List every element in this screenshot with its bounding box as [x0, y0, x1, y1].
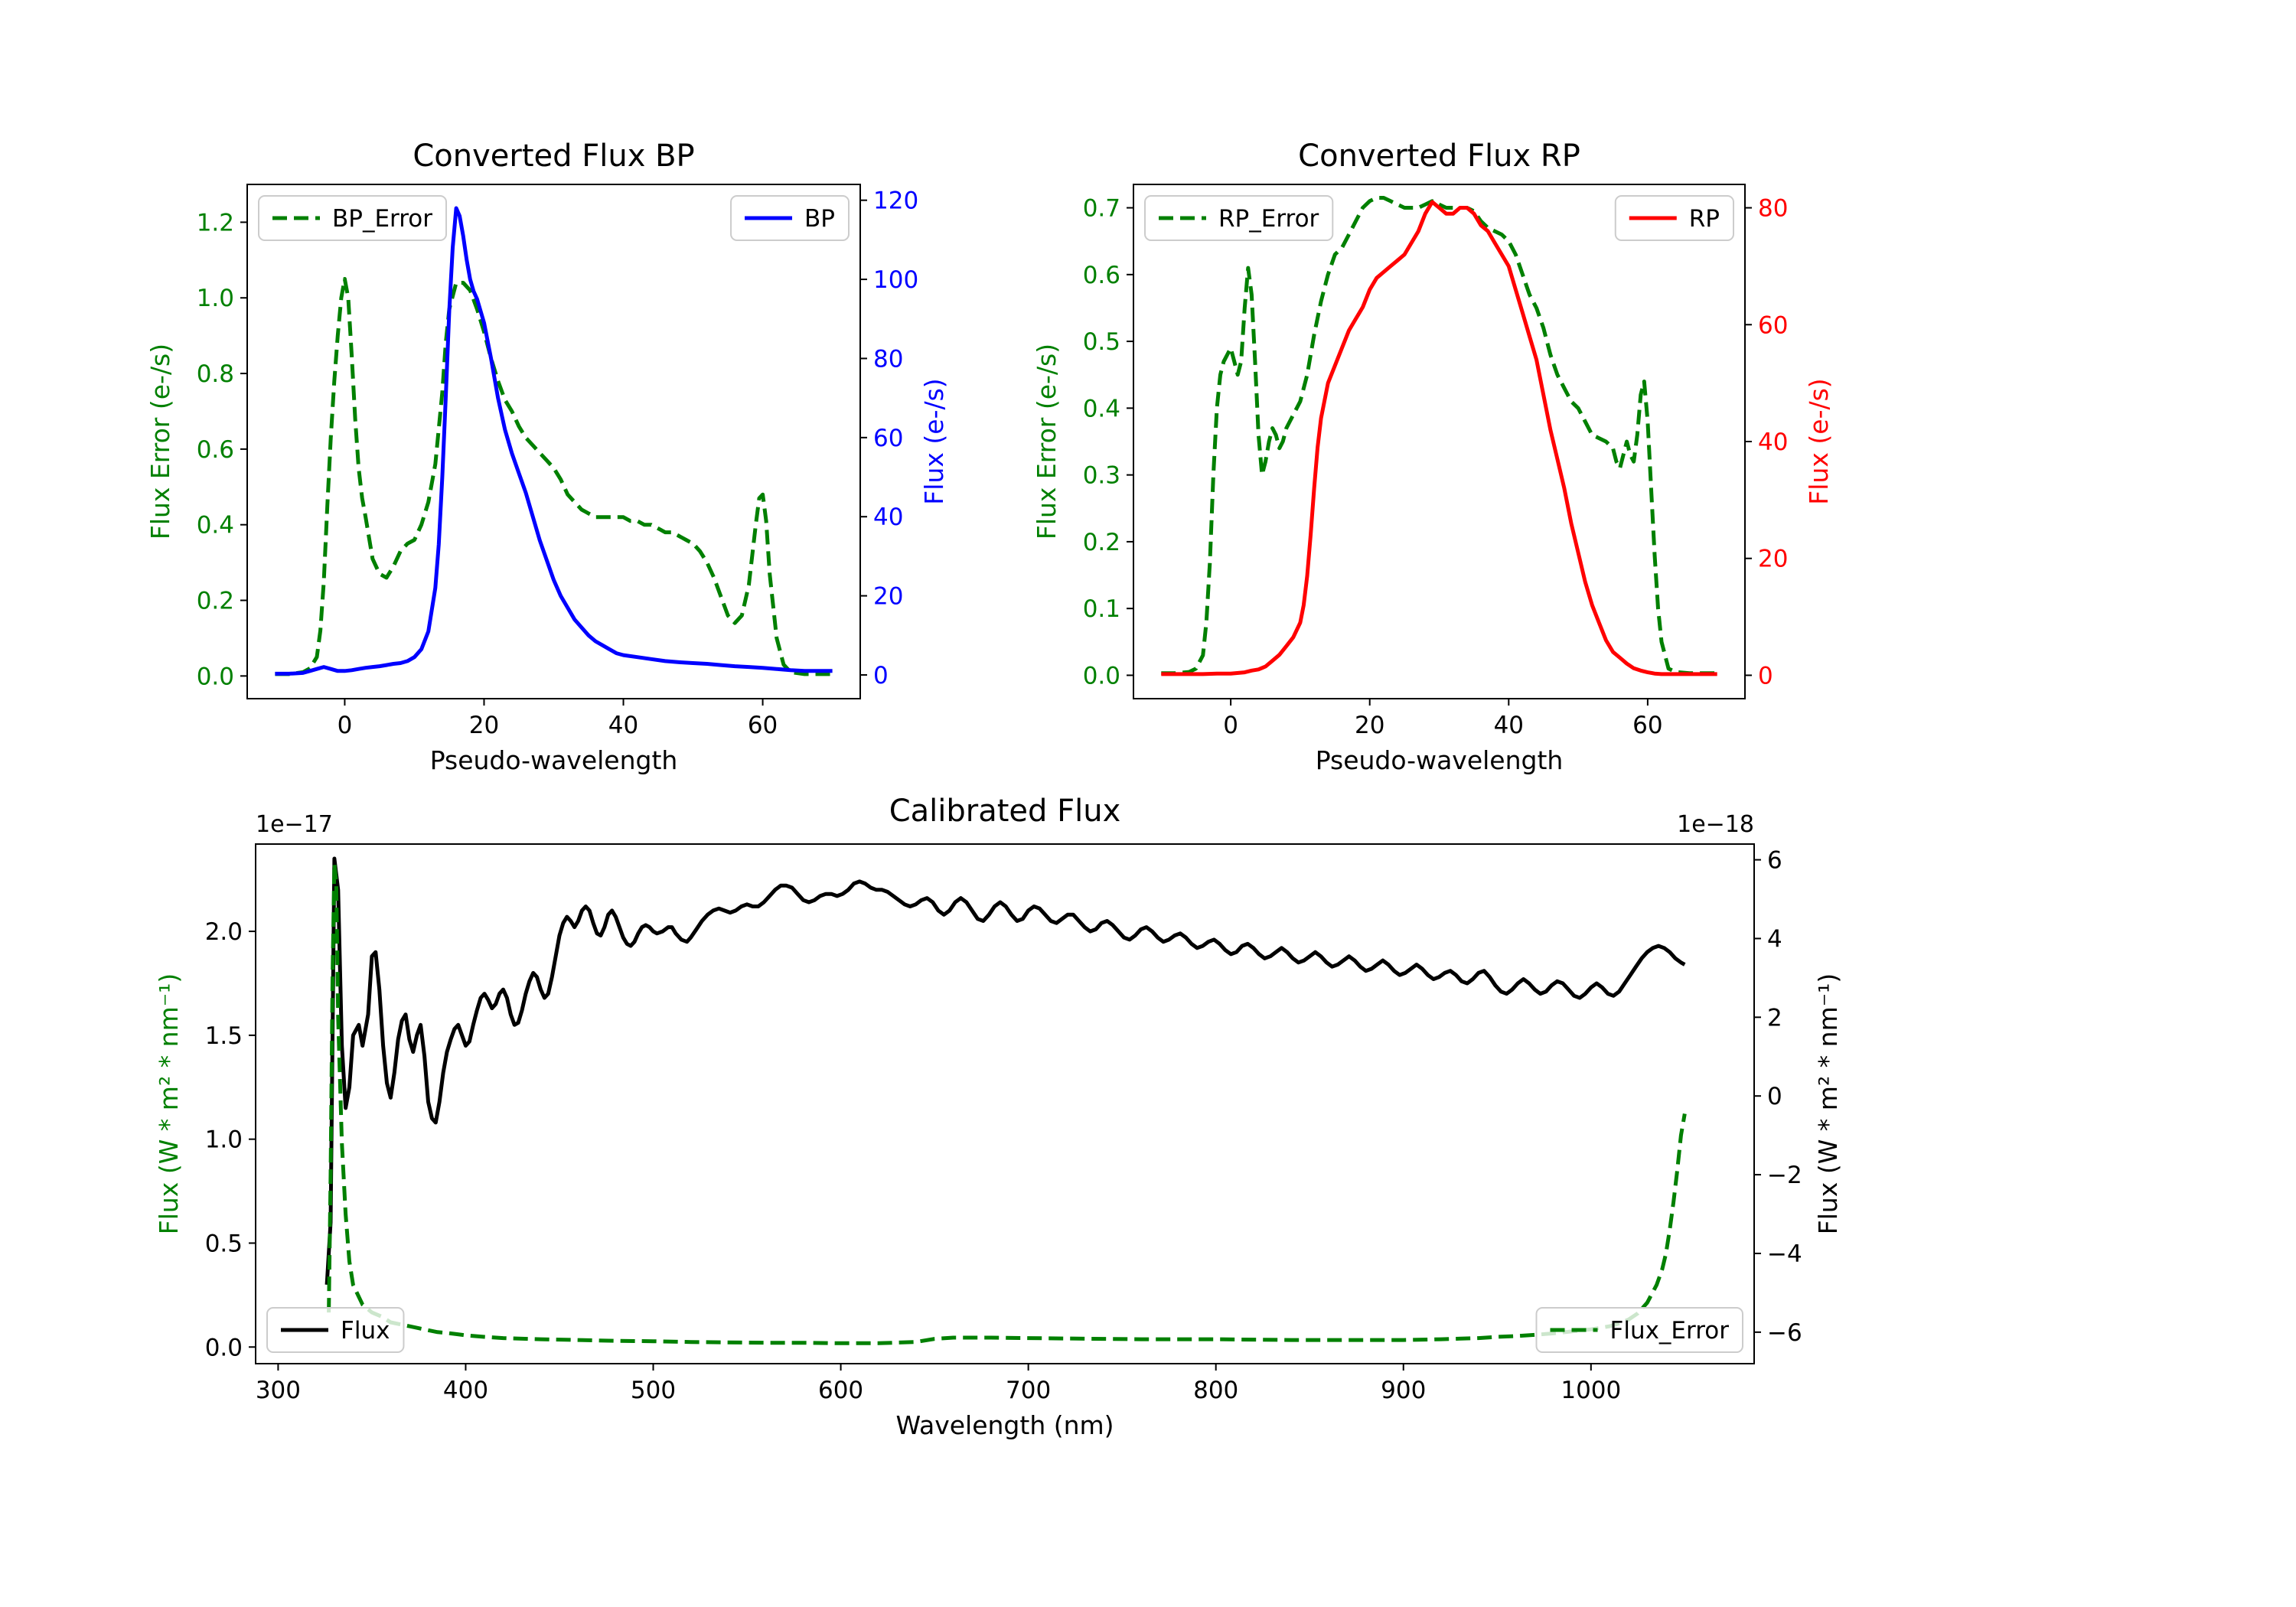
legend-label: BP_Error — [332, 205, 432, 233]
y-tick-label: 0 — [1767, 1083, 1782, 1110]
legend-label: RP — [1689, 205, 1720, 233]
x-tick-label: 0 — [1223, 712, 1238, 739]
y-tick-label: 0.4 — [1083, 395, 1120, 422]
chart-cal: Calibrated Flux 300 400 500 600 700 800 900 1000… — [154, 794, 1843, 1440]
x-tick-label: 60 — [1632, 712, 1662, 739]
x-tick-label: 40 — [608, 712, 638, 739]
y-axis-label-left-rp: Flux Error (e-/s) — [1032, 344, 1062, 539]
y-tick-label: 1.2 — [197, 209, 234, 236]
y-tick-label: 0.2 — [197, 588, 234, 615]
legend-box — [266, 1307, 405, 1353]
y-tick-label: −6 — [1767, 1319, 1802, 1347]
x-tick-label: 40 — [1494, 712, 1524, 739]
y-tick-label: 1.0 — [197, 285, 234, 312]
y-tick-label: 0.7 — [1083, 195, 1120, 223]
y-tick-label: 2 — [1767, 1004, 1782, 1032]
legend-box — [258, 195, 448, 241]
y-tick-label: 60 — [873, 425, 903, 452]
y-tick-label: 0.0 — [1083, 662, 1120, 689]
x-tick-label: 300 — [256, 1377, 301, 1404]
series-flux_error — [327, 862, 1687, 1345]
legend-rp: RP — [1614, 195, 1734, 241]
x-tick-label: 900 — [1381, 1377, 1426, 1404]
legend-box — [1144, 195, 1334, 241]
y-tick-label: 0.0 — [197, 663, 234, 690]
y-tick-label: 80 — [1758, 195, 1788, 223]
title-cal: Calibrated Flux — [889, 794, 1121, 829]
axes-frame-rp — [1133, 184, 1746, 699]
legend-label: Flux_Error — [1610, 1317, 1730, 1345]
title-rp: Converted Flux RP — [1298, 139, 1580, 174]
y-tick-label: 0.0 — [205, 1334, 243, 1361]
y-tick-label: 40 — [873, 504, 903, 531]
x-tick-label: 700 — [1006, 1377, 1051, 1404]
chart-rp: Converted Flux RP 0 20 40 60 Pseudo-wavelengt… — [1032, 139, 1834, 775]
series-rp_error — [1161, 196, 1717, 676]
legend-label: BP — [804, 205, 835, 233]
y-tick-label: 0.1 — [1083, 595, 1120, 623]
y-tick-label: −2 — [1767, 1162, 1802, 1189]
x-tick-label: 20 — [1355, 712, 1384, 739]
y-tick-label: 1.5 — [205, 1022, 243, 1050]
series-rp — [1161, 200, 1717, 676]
y-axis-label-left-bp: Flux Error (e-/s) — [145, 344, 175, 539]
chart-bp: Converted Flux BP 0 20 40 60 Pseudo-wavelengt… — [145, 139, 949, 775]
x-tick-label: 600 — [818, 1377, 863, 1404]
x-axis-label-cal: Wavelength (nm) — [895, 1410, 1114, 1440]
series-flux — [325, 856, 1686, 1285]
legend-flux_error: Flux_Error — [1535, 1307, 1743, 1353]
y-tick-label: 0 — [873, 662, 889, 689]
y-tick-label: 60 — [1758, 311, 1788, 339]
y-axis-label-right-cal: Flux (W * m² * nm⁻¹) — [1813, 973, 1843, 1235]
y-tick-label: 0.8 — [197, 360, 234, 388]
y-tick-label: 20 — [1758, 546, 1788, 573]
axes-frame-cal — [255, 843, 1755, 1364]
x-tick-label: 1000 — [1561, 1377, 1621, 1404]
legend-rp_error: RP_Error — [1144, 195, 1334, 241]
x-axis-label-rp: Pseudo-wavelength — [1316, 745, 1564, 775]
legend-label: RP_Error — [1218, 205, 1319, 233]
x-tick-label: 60 — [748, 712, 778, 739]
x-tick-label: 400 — [443, 1377, 488, 1404]
y-axis-label-right-rp: Flux (e-/s) — [1804, 378, 1834, 504]
y-axis-label-right-bp: Flux (e-/s) — [919, 378, 949, 504]
y-tick-label: 120 — [873, 187, 918, 215]
x-axis-label-bp: Pseudo-wavelength — [430, 745, 678, 775]
axes-frame-bp — [246, 184, 861, 699]
legend-bp_error: BP_Error — [258, 195, 448, 241]
y-tick-label: 80 — [873, 345, 903, 373]
legend-label: Flux — [341, 1317, 390, 1345]
y-tick-label: 1.0 — [205, 1126, 243, 1154]
y-tick-label: 0.6 — [197, 436, 234, 464]
series-bp — [275, 206, 833, 676]
y-tick-label: 0.6 — [1083, 262, 1120, 289]
y-tick-label: 40 — [1758, 429, 1788, 456]
x-tick-label: 500 — [631, 1377, 676, 1404]
title-bp: Converted Flux BP — [413, 139, 694, 174]
y-tick-label: 0.2 — [1083, 529, 1120, 556]
y-tick-label: 2.0 — [205, 918, 243, 946]
x-tick-label: 20 — [469, 712, 499, 739]
x-tick-label: 0 — [338, 712, 353, 739]
legend-flux: Flux — [266, 1307, 405, 1353]
y-tick-label: 100 — [873, 266, 918, 294]
x-tick-label: 800 — [1193, 1377, 1238, 1404]
legend-box — [1535, 1307, 1743, 1353]
y-tick-label: −4 — [1767, 1240, 1802, 1268]
axis-offset-text-right: 1e−18 — [1677, 811, 1754, 838]
series-bp_error — [275, 277, 833, 676]
y-tick-label: 0.3 — [1083, 462, 1120, 490]
y-tick-label: 0.5 — [1083, 328, 1120, 356]
y-tick-label: 0.4 — [197, 512, 234, 539]
y-axis-label-left-cal: Flux (W * m² * nm⁻¹) — [154, 973, 184, 1235]
y-tick-label: 0 — [1758, 662, 1773, 689]
legend-bp: BP — [730, 195, 850, 241]
y-tick-label: 4 — [1767, 925, 1782, 953]
axis-offset-text-left: 1e−17 — [256, 811, 333, 838]
y-tick-label: 6 — [1767, 847, 1782, 875]
y-tick-label: 0.5 — [205, 1230, 243, 1257]
y-tick-label: 20 — [873, 583, 903, 611]
